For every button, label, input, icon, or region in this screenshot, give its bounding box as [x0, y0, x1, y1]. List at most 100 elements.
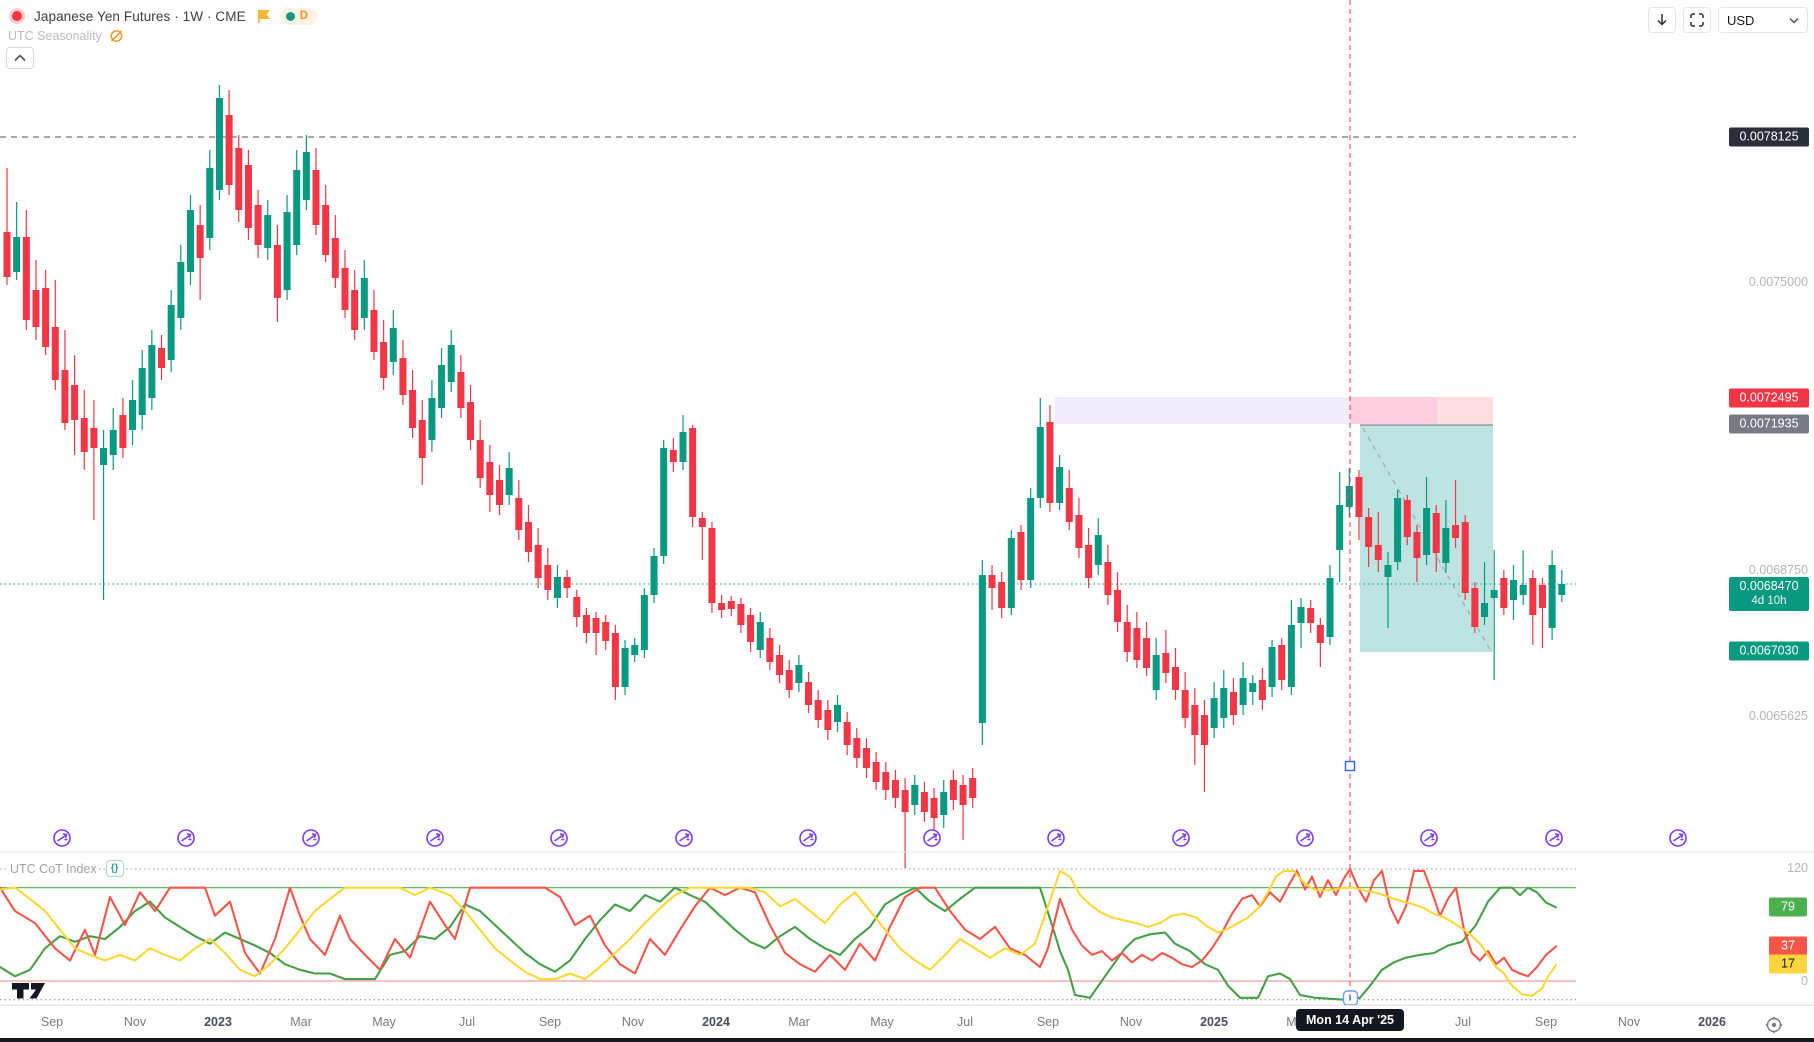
price-axis[interactable]: 0.0075000 0.0068750 0.0065625 0.0078125 0.00… — [1576, 0, 1814, 1005]
seasonality-band[interactable] — [1055, 397, 1350, 424]
candle-body — [1017, 532, 1025, 580]
candle-body — [1452, 525, 1460, 538]
seasonality-band-active[interactable] — [1350, 397, 1437, 424]
candle-body — [1278, 645, 1286, 680]
candle-body — [148, 345, 156, 398]
candle-body — [1065, 488, 1073, 522]
timezone-settings-icon[interactable] — [1762, 1013, 1786, 1037]
price-scale-label: 0.0068750 — [1748, 563, 1808, 577]
time-axis-label: Sep — [1036, 1015, 1060, 1029]
candle-body — [1114, 590, 1122, 622]
candle-body — [1548, 565, 1556, 628]
candle-body — [718, 603, 726, 610]
candle-body — [1500, 578, 1508, 608]
flag-icon[interactable] — [257, 9, 272, 24]
candle-body — [776, 655, 784, 675]
hidden-indicator-row[interactable]: UTC Seasonality — [8, 29, 124, 43]
time-axis-label: Sep — [538, 1015, 562, 1029]
trend-dash-line[interactable] — [1362, 427, 1493, 654]
crosshair-time-grip[interactable] — [1342, 990, 1359, 1006]
time-axis-label: 2024 — [702, 1015, 730, 1029]
chevron-down-icon — [1789, 17, 1799, 24]
candle-body — [264, 215, 272, 248]
candle-body — [1123, 622, 1131, 652]
candle-body — [1365, 517, 1373, 547]
candle-body — [380, 342, 388, 378]
candle-body — [872, 762, 880, 782]
candle-body — [602, 622, 610, 641]
candle-body — [447, 345, 455, 382]
price-badge: 0.0071935 — [1729, 414, 1809, 434]
candle-body — [1056, 467, 1064, 503]
drawing-anchor-handle[interactable] — [1344, 760, 1356, 772]
candle-body — [1384, 565, 1392, 577]
symbol-legend[interactable]: Japanese Yen Futures · 1W · CME D — [8, 6, 318, 26]
time-axis-label: Mar — [788, 1015, 810, 1029]
tradingview-logo[interactable] — [12, 983, 45, 999]
interval-pill[interactable]: D — [279, 7, 318, 25]
candle-body — [457, 372, 465, 408]
candle-body — [254, 205, 262, 245]
candle-body — [1162, 653, 1170, 673]
contract-rollover-markers[interactable] — [53, 829, 1687, 847]
time-axis-label: 2026 — [1698, 1015, 1726, 1029]
candle-body — [32, 290, 40, 327]
currency-dropdown[interactable]: USD — [1718, 7, 1808, 33]
indicator-series-red-line — [0, 867, 1558, 978]
candle-body — [650, 556, 658, 595]
candle-body — [438, 365, 446, 408]
crosshair-vertical-line[interactable] — [1344, 0, 1356, 1005]
eye-off-icon[interactable] — [109, 29, 124, 43]
candle-body — [1481, 603, 1489, 617]
candle-body — [669, 450, 677, 462]
hidden-indicator-label[interactable]: UTC Seasonality — [8, 29, 102, 43]
indicator-value-badge: 79 — [1769, 897, 1807, 917]
candle-body — [901, 790, 909, 812]
time-axis-label: May — [870, 1015, 894, 1029]
fullscreen-icon — [1690, 13, 1704, 27]
candle-body — [611, 633, 619, 687]
candle-body — [911, 785, 919, 805]
candle-body — [1229, 692, 1237, 715]
market-status-dot-icon — [9, 8, 25, 24]
candle-body — [331, 238, 339, 278]
candle-body — [119, 415, 127, 448]
candle-body — [959, 785, 967, 805]
collapse-legend-button[interactable] — [6, 47, 34, 69]
candle-body — [225, 115, 233, 185]
candle-body — [1307, 608, 1315, 623]
source-code-icon[interactable]: {} — [105, 860, 124, 877]
time-axis[interactable]: Sep Nov 2023 Mar May Jul Sep Nov 2024 Mar May Jul Se… — [0, 1005, 1814, 1039]
candle-body — [698, 518, 706, 527]
price-badge: 0.0068470 4d 10h — [1729, 577, 1809, 611]
candle-body — [640, 595, 648, 650]
time-axis-label: Sep — [1534, 1015, 1558, 1029]
candle-body — [1413, 532, 1421, 558]
symbol-title[interactable]: Japanese Yen Futures · 1W · CME — [34, 8, 246, 24]
candle-body — [42, 288, 50, 347]
time-axis-label: Jul — [459, 1015, 475, 1029]
candle-body — [862, 748, 870, 768]
candle-body — [1133, 628, 1141, 660]
candle-body — [129, 400, 137, 430]
candle-body — [1258, 680, 1266, 700]
candle-body — [785, 670, 793, 690]
fullscreen-button[interactable] — [1683, 7, 1711, 33]
candle-body — [756, 622, 764, 650]
indicator-name[interactable]: UTC CoT Index — [8, 861, 99, 876]
candle-body — [158, 348, 166, 368]
candle-body — [524, 522, 532, 552]
download-button[interactable] — [1648, 7, 1676, 33]
candlestick-series[interactable] — [3, 85, 1566, 868]
gear-icon — [1765, 1016, 1783, 1034]
candle-body — [244, 165, 252, 228]
candle-body — [206, 168, 214, 238]
candle-body — [196, 225, 204, 258]
candle-body — [1423, 508, 1431, 555]
time-axis-label: 2023 — [204, 1015, 232, 1029]
indicator-legend[interactable]: UTC CoT Index {} — [8, 860, 124, 877]
time-axis-label: Mar — [290, 1015, 312, 1029]
drawing-zones[interactable] — [1055, 397, 1493, 652]
stop-band[interactable] — [1437, 397, 1493, 424]
